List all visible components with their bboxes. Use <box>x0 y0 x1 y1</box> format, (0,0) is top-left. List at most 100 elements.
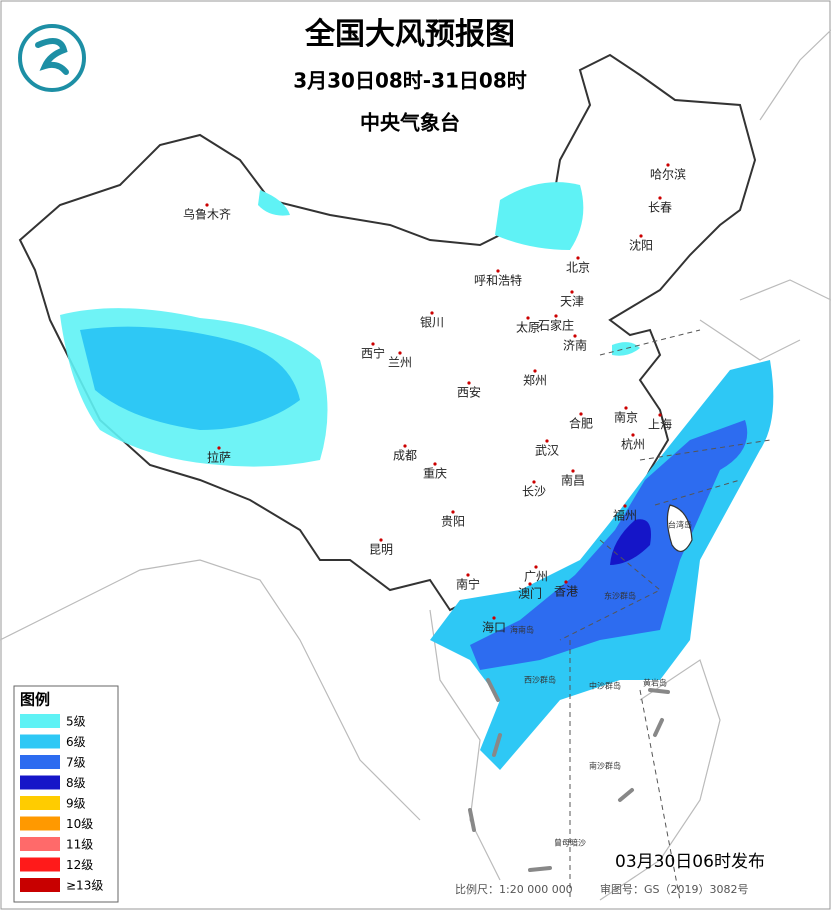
city-dot <box>430 311 434 315</box>
city-label: 北京 <box>566 261 590 275</box>
legend-swatch <box>20 837 60 851</box>
city-dot <box>623 504 627 508</box>
city-dot <box>571 469 575 473</box>
city-label: 香港 <box>554 585 578 599</box>
island-label: 南沙群岛 <box>589 761 621 771</box>
legend-swatch <box>20 857 60 872</box>
review-number: 审图号：GS（2019）3082号 <box>600 882 749 896</box>
city-label: 贵阳 <box>441 515 465 529</box>
legend-title: 图例 <box>20 691 50 709</box>
logo <box>18 24 86 92</box>
city-label: 石家庄 <box>538 318 574 333</box>
legend: 5级 6级 7级 8级 9级 10级 11级 12级 ≥13级 <box>20 714 103 893</box>
city-label: 太原 <box>516 320 540 335</box>
scale: 比例尺：1:20 000 000 <box>455 882 573 896</box>
city-dot <box>451 510 455 514</box>
city-dot <box>467 381 471 385</box>
city-dot <box>205 203 209 207</box>
legend-label: 12级 <box>66 858 93 872</box>
city-dot <box>371 342 375 346</box>
legend-swatch <box>20 714 60 728</box>
legend-swatch <box>20 878 60 892</box>
city-dot <box>666 163 670 167</box>
island-label: 台湾岛 <box>668 520 692 530</box>
island-label: 黄岩岛 <box>643 678 667 688</box>
city-label: 南昌 <box>561 473 585 488</box>
city-dot <box>624 406 628 410</box>
city-label: 广州 <box>524 570 548 584</box>
legend-label: 6级 <box>66 735 86 749</box>
city-dot <box>579 412 583 416</box>
neighbor-borders <box>0 29 831 901</box>
city-dot <box>492 616 496 620</box>
sea-zones <box>559 329 771 901</box>
city-dot <box>379 538 383 542</box>
city-dot <box>554 314 558 318</box>
city-dot <box>526 316 530 320</box>
dash-line <box>468 678 670 872</box>
city-dot <box>658 413 662 417</box>
taiwan <box>666 504 693 552</box>
legend-label: 8级 <box>66 776 86 790</box>
title: 全国大风预报图 <box>304 17 515 52</box>
city-label: 重庆 <box>423 467 447 481</box>
city-label: 昆明 <box>369 543 393 557</box>
city-dot <box>639 234 643 238</box>
city-dot <box>403 444 407 448</box>
city-dot <box>217 446 221 450</box>
city-dot <box>658 196 662 200</box>
city-dot <box>631 433 635 437</box>
legend-label: 5级 <box>66 715 86 729</box>
city-label: 呼和浩特 <box>474 273 522 288</box>
legend-label: ≥13级 <box>66 879 103 893</box>
city-label: 长沙 <box>522 485 546 499</box>
city-dot <box>534 565 538 569</box>
city-label: 西宁 <box>361 346 385 361</box>
legend-label: 11级 <box>66 838 93 852</box>
city-dot <box>533 369 537 373</box>
legend-swatch <box>20 816 60 831</box>
city-label: 西安 <box>457 385 481 400</box>
city-dot <box>532 480 536 484</box>
legend-swatch <box>20 734 60 749</box>
city-label: 长春 <box>648 201 672 215</box>
city-label: 哈尔滨 <box>650 167 686 182</box>
legend-swatch <box>20 775 60 790</box>
city-label: 武汉 <box>535 444 559 458</box>
agency: 中央气象台 <box>360 111 460 135</box>
city-dot <box>564 580 568 584</box>
city-label: 上海 <box>648 417 672 432</box>
city-dot <box>570 290 574 294</box>
city-dot <box>398 351 402 355</box>
island-label: 东沙群岛 <box>604 591 636 601</box>
legend-label: 10级 <box>66 817 93 831</box>
city-dot <box>466 573 470 577</box>
city-dot <box>496 269 500 273</box>
city-label: 银川 <box>420 316 444 330</box>
city-label: 天津 <box>560 295 584 309</box>
legend-swatch <box>20 755 60 769</box>
city-label: 乌鲁木齐 <box>183 207 231 222</box>
city-label: 济南 <box>563 338 587 353</box>
city-dot <box>545 439 549 443</box>
city-label: 福州 <box>613 508 637 523</box>
legend-label: 7级 <box>66 756 86 770</box>
city-label: 沈阳 <box>629 238 653 253</box>
island-label: 曾母暗沙 <box>554 838 586 848</box>
island-label: 中沙群岛 <box>589 681 621 691</box>
city-label: 南京 <box>614 410 638 425</box>
legend-label: 9级 <box>66 797 86 811</box>
subtitle: 3月30日08时-31日08时 <box>293 69 527 93</box>
city-label: 兰州 <box>388 356 412 370</box>
city-label: 杭州 <box>621 437 645 452</box>
legend-swatch <box>20 796 60 810</box>
city-label: 南宁 <box>456 577 480 592</box>
city-dot <box>433 462 437 466</box>
city-label: 海口 <box>482 620 506 635</box>
island-label: 西沙群岛 <box>524 675 556 685</box>
city-label: 成都 <box>393 449 417 463</box>
